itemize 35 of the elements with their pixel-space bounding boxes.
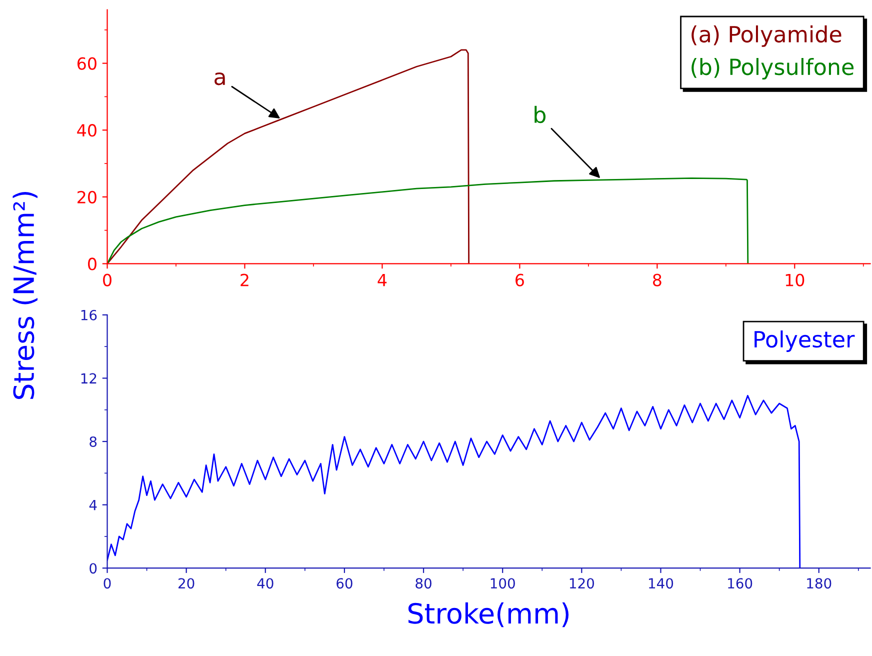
x-tick-label: 4: [378, 274, 387, 286]
x-tick-label: 60: [336, 578, 352, 589]
x-axis-title: Stroke(mm): [408, 602, 569, 628]
y-tick-label: 0: [88, 258, 96, 270]
y-tick-label: 40: [77, 124, 96, 137]
x-tick-label: 20: [178, 578, 194, 589]
y-axis-title: Stress (N/mm²): [12, 192, 38, 399]
x-tick-label: 140: [649, 578, 674, 589]
x-tick-label: 0: [104, 578, 111, 589]
y-tick-label: 12: [81, 373, 96, 384]
annotation: b: [534, 106, 546, 124]
line-series: [107, 49, 470, 264]
x-tick-label: 80: [416, 578, 432, 589]
y-tick-label: 8: [90, 436, 97, 447]
x-tick-label: 160: [728, 578, 752, 589]
x-tick-label: 2: [240, 274, 248, 286]
x-tick-label: 10: [786, 274, 804, 286]
y-tick-label: 16: [81, 310, 97, 320]
x-tick-label: 100: [490, 578, 515, 589]
text: (a) Polyamide: [692, 25, 842, 47]
line-series: [107, 394, 801, 568]
text: (b) Polysulfone: [692, 58, 854, 80]
x-tick-label: 40: [257, 578, 274, 589]
x-tick-label: 0: [103, 274, 112, 286]
line-series: [107, 178, 749, 264]
y-tick-label: 0: [90, 563, 97, 574]
y-tick-label: 60: [77, 57, 96, 70]
annotation: a: [214, 72, 225, 86]
x-tick-label: 6: [516, 274, 524, 286]
x-tick-label: 8: [652, 274, 662, 286]
series-label: Polyester: [754, 330, 855, 352]
x-tick-label: 120: [570, 578, 594, 589]
y-tick-label: 4: [89, 500, 97, 510]
x-tick-label: 180: [807, 578, 832, 589]
y-tick-label: 20: [78, 190, 96, 204]
